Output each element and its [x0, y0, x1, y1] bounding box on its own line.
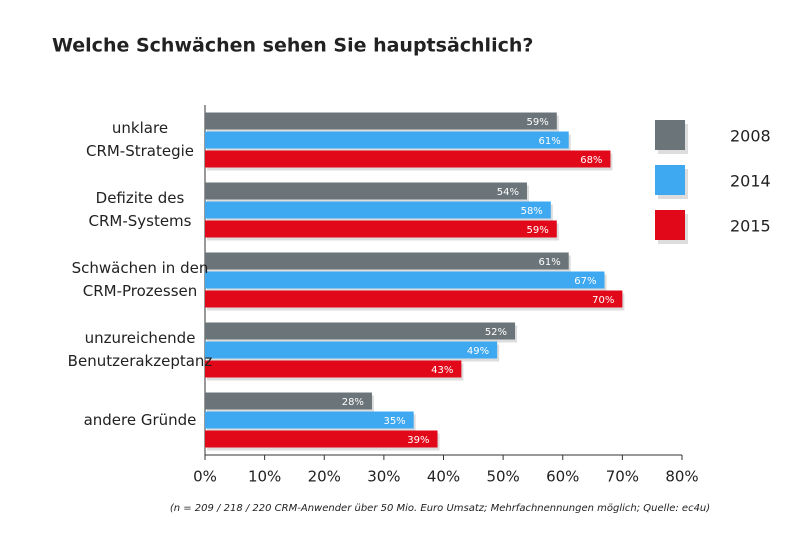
value-label: 59%	[527, 117, 549, 128]
value-label: 54%	[497, 187, 519, 198]
legend-swatch	[655, 120, 685, 150]
bar	[205, 392, 372, 410]
bar	[205, 322, 516, 340]
category-label: Defizite des CRM-Systems	[88, 189, 192, 230]
bar	[205, 252, 569, 270]
bar	[205, 271, 605, 289]
bar	[205, 341, 498, 359]
value-label: 49%	[467, 346, 489, 357]
x-tick-label: 10%	[248, 468, 281, 486]
bar	[205, 131, 569, 149]
x-tick-label: 50%	[486, 468, 519, 486]
bar	[205, 150, 611, 168]
x-tick-label: 0%	[193, 468, 217, 486]
value-label: 68%	[580, 155, 602, 166]
bar	[205, 430, 438, 448]
legend-label: 2015	[730, 217, 771, 236]
value-label: 39%	[407, 435, 429, 446]
value-label: 70%	[592, 295, 614, 306]
x-tick-label: 80%	[665, 468, 698, 486]
bar	[205, 360, 462, 378]
value-label: 58%	[521, 206, 543, 217]
bar	[205, 182, 527, 200]
bar	[205, 411, 414, 429]
bar	[205, 220, 557, 238]
value-label: 52%	[485, 327, 507, 338]
bar	[205, 112, 557, 130]
x-tick-label: 60%	[546, 468, 579, 486]
value-label: 61%	[538, 136, 560, 147]
value-label: 59%	[527, 225, 549, 236]
category-label: unklare CRM-Strategie	[85, 119, 195, 160]
x-tick-label: 20%	[308, 468, 341, 486]
bar	[205, 290, 623, 308]
chart-title: Welche Schwächen sehen Sie hauptsächlich…	[52, 35, 533, 57]
x-tick-label: 40%	[427, 468, 460, 486]
value-label: 35%	[383, 416, 405, 427]
bar	[205, 201, 551, 219]
x-tick-label: 70%	[606, 468, 639, 486]
legend-swatch	[655, 210, 685, 240]
footnote: (n = 209 / 218 / 220 CRM-Anwender über 5…	[170, 503, 710, 514]
value-label: 43%	[431, 365, 453, 376]
legend-label: 2014	[730, 172, 771, 191]
value-label: 67%	[574, 276, 596, 287]
value-label: 61%	[538, 257, 560, 268]
value-label: 28%	[342, 397, 364, 408]
category-label: unzureichende Benutzerakzeptanz	[67, 329, 213, 370]
legend-swatch	[655, 165, 685, 195]
category-label: andere Gründe	[83, 411, 197, 429]
legend-label: 2008	[730, 127, 771, 146]
x-tick-label: 30%	[367, 468, 400, 486]
category-label: Schwächen in den CRM-Prozessen	[71, 259, 209, 300]
